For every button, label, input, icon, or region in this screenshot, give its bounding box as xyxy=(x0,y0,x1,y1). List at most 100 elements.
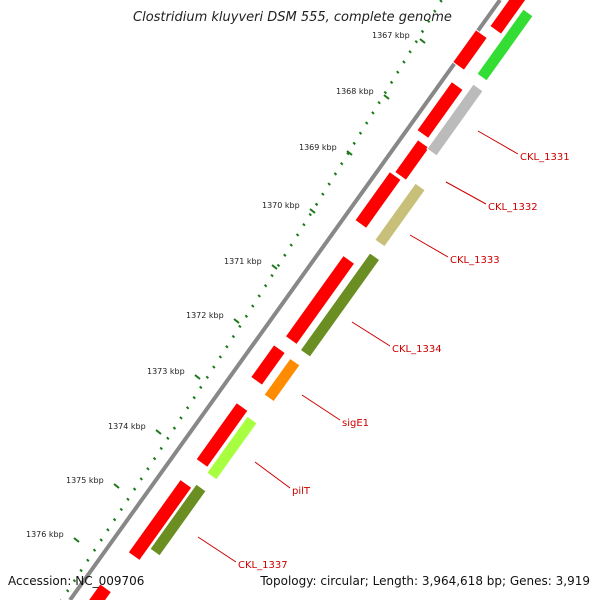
minor-tick xyxy=(414,39,419,44)
cds-arrow xyxy=(195,401,249,469)
gene-label: pilT xyxy=(292,486,311,497)
tick-layer: 1367 kbp 1368 kbp 1369 kbp 1370 kbp 1371 kbp… xyxy=(26,0,443,600)
gene-block xyxy=(426,83,484,157)
minor-tick xyxy=(426,19,431,24)
minor-tick xyxy=(65,589,70,593)
minor-tick xyxy=(86,558,90,563)
minor-tick xyxy=(352,141,356,146)
map-title: Clostridium kluyveri DSM 555, complete g… xyxy=(133,10,452,25)
gene-label: CKL_1333 xyxy=(450,255,500,266)
gene-block xyxy=(149,483,207,557)
minor-tick xyxy=(408,50,412,54)
minor-tick xyxy=(389,80,394,85)
minor-tick xyxy=(257,294,261,298)
cds-arrow xyxy=(489,0,527,36)
minor-tick xyxy=(251,304,255,308)
minor-tick xyxy=(276,263,281,268)
minor-tick xyxy=(346,151,350,156)
minor-tick xyxy=(126,497,130,502)
minor-tick xyxy=(314,202,319,207)
tick-label: 1375 kbp xyxy=(66,476,104,485)
gene-block xyxy=(263,357,301,403)
tick-label: 1367 kbp xyxy=(372,31,410,40)
major-tick xyxy=(233,318,240,324)
minor-tick xyxy=(289,243,293,247)
major-tick xyxy=(271,264,278,270)
minor-tick xyxy=(132,487,137,491)
gene-label: CKL_1332 xyxy=(488,202,538,213)
leader-line xyxy=(301,394,341,421)
gene-block xyxy=(299,252,381,358)
minor-tick xyxy=(192,395,196,400)
minor-tick xyxy=(99,538,103,542)
cds-arrow xyxy=(354,170,402,230)
minor-tick xyxy=(238,324,242,329)
tick-label: 1368 kbp xyxy=(336,87,374,96)
cds-arrow xyxy=(284,254,356,346)
minor-tick xyxy=(106,528,110,532)
major-tick xyxy=(309,208,316,214)
minor-tick xyxy=(139,477,143,481)
label-layer: CKL_1331 CKL_1332 CKL_1333 CKL_1334 sigE1 pil… xyxy=(197,130,570,571)
minor-tick xyxy=(377,100,381,105)
major-tick xyxy=(383,94,390,100)
minor-tick xyxy=(402,60,406,64)
leader-line xyxy=(254,461,291,489)
gene-label: CKL_1337 xyxy=(238,560,288,571)
minor-tick xyxy=(439,0,443,3)
tick-label: 1370 kbp xyxy=(262,201,300,210)
cds-arrow xyxy=(127,478,193,562)
minor-tick xyxy=(340,162,344,166)
tick-label: 1374 kbp xyxy=(108,422,146,431)
minor-tick xyxy=(185,406,190,410)
minor-tick xyxy=(333,172,338,176)
minor-tick xyxy=(383,90,388,95)
minor-tick xyxy=(396,70,400,74)
minor-tick xyxy=(244,314,249,318)
minor-tick xyxy=(79,568,83,573)
gene-block xyxy=(476,8,534,82)
minor-tick xyxy=(433,9,437,13)
minor-tick xyxy=(283,253,287,257)
minor-tick xyxy=(92,548,97,552)
minor-tick xyxy=(358,131,363,135)
minor-tick xyxy=(270,273,274,278)
leader-line xyxy=(351,321,391,347)
cds-arrow xyxy=(394,139,430,181)
genome-backbone xyxy=(68,0,502,600)
accession-text: Accession: NC_009706 xyxy=(8,574,145,588)
minor-tick xyxy=(321,192,325,196)
major-tick xyxy=(419,38,426,44)
cds-arrow xyxy=(452,29,488,71)
gene-label: CKL_1334 xyxy=(392,344,442,355)
minor-tick xyxy=(302,223,306,227)
minor-tick xyxy=(218,355,223,359)
major-tick xyxy=(113,483,120,489)
leader-line xyxy=(445,181,487,205)
leader-line xyxy=(197,536,237,563)
major-tick xyxy=(73,537,80,543)
minor-tick xyxy=(199,385,203,390)
tick-label: 1376 kbp xyxy=(26,530,64,539)
minor-tick xyxy=(327,182,331,186)
gene-block xyxy=(374,182,426,248)
minor-tick xyxy=(364,121,369,125)
minor-tick xyxy=(179,416,183,420)
major-tick xyxy=(346,150,353,156)
cds-arrow xyxy=(250,344,286,386)
minor-tick xyxy=(72,578,77,583)
leader-line xyxy=(409,234,449,258)
major-tick xyxy=(194,374,201,380)
minor-tick xyxy=(295,233,300,237)
minor-tick xyxy=(152,456,157,461)
gene-block xyxy=(206,415,258,481)
genome-summary: Topology: circular; Length: 3,964,618 bp… xyxy=(260,574,590,588)
major-tick xyxy=(155,429,162,435)
leader-line xyxy=(477,130,519,155)
minor-tick xyxy=(205,375,210,379)
minor-tick xyxy=(166,436,170,440)
minor-tick xyxy=(263,284,268,288)
cds-arrow xyxy=(87,583,113,600)
minor-tick xyxy=(420,29,425,34)
